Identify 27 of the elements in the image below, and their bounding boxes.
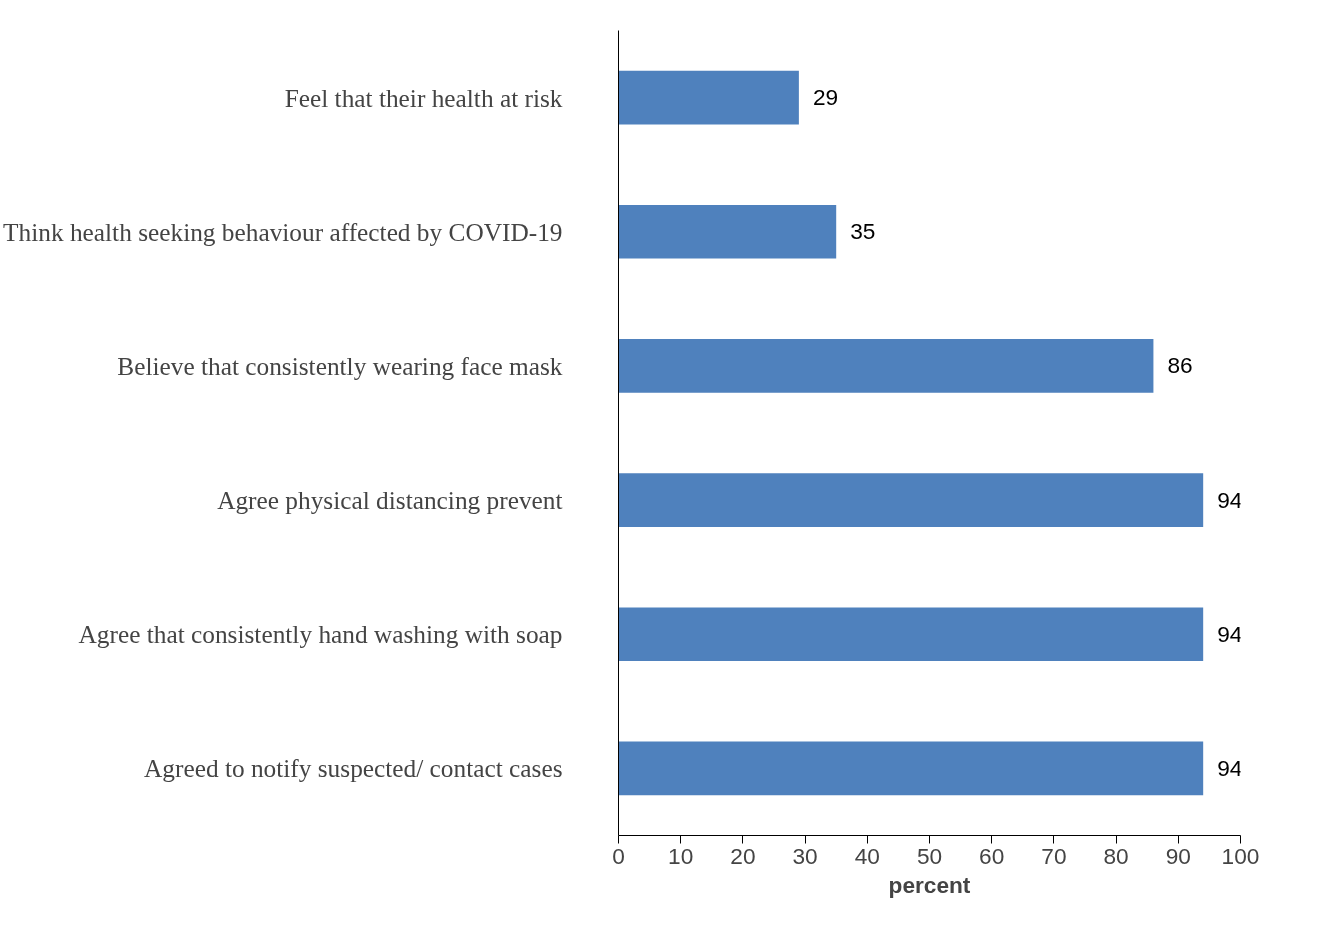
bar [618, 70, 799, 125]
data-label: 35 [850, 218, 876, 245]
bar [618, 741, 1204, 796]
bar [618, 204, 837, 259]
data-label: 29 [812, 84, 839, 111]
bar [618, 339, 1154, 393]
x-tick-label: 20 [730, 842, 756, 869]
x-tick-label: 50 [916, 842, 943, 869]
y-tick-label: Agree that consistently hand washing with soap [78, 620, 563, 649]
data-label: 86 [1167, 352, 1193, 379]
x-tick-label: 70 [1041, 842, 1067, 869]
x-axis-title: percent [888, 871, 971, 898]
bar [618, 607, 1204, 662]
bar [618, 473, 1204, 527]
x-tick-label: 100 [1221, 842, 1260, 869]
x-tick-label: 10 [668, 842, 694, 869]
y-tick-label: Believe that consistently wearing face mask [117, 351, 563, 380]
y-tick-label: Feel that their health at risk [284, 83, 563, 112]
x-tick-label: 0 [612, 842, 625, 869]
x-tick-label: 30 [792, 842, 818, 869]
y-tick-label: Agreed to notify suspected/ contact cases [144, 754, 563, 783]
x-tick-label: 40 [854, 842, 880, 869]
x-tick-label: 60 [979, 842, 1005, 869]
x-tick-label: 80 [1103, 842, 1129, 869]
y-tick-label: Agree physical distancing prevent [217, 486, 563, 515]
x-tick-label: 90 [1165, 842, 1191, 869]
y-tick-label: Think health seeking behaviour affected by COVID-19 [3, 217, 563, 246]
